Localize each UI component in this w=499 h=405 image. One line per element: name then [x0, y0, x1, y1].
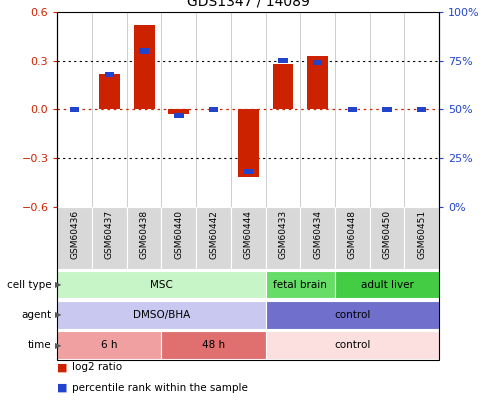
Bar — [209, 107, 218, 112]
Text: adult liver: adult liver — [361, 279, 414, 290]
Text: GSM60433: GSM60433 — [278, 210, 287, 259]
Text: GSM60437: GSM60437 — [105, 210, 114, 259]
Bar — [70, 107, 79, 112]
Bar — [404, 207, 439, 269]
Text: control: control — [334, 310, 371, 320]
Bar — [265, 331, 439, 359]
Text: ■: ■ — [57, 362, 68, 373]
Bar — [57, 331, 162, 359]
Bar — [57, 271, 265, 298]
Bar — [278, 58, 287, 63]
Bar — [313, 60, 322, 65]
Bar — [244, 169, 253, 174]
Text: cell type: cell type — [7, 279, 51, 290]
Bar — [348, 107, 357, 112]
Text: GSM60450: GSM60450 — [383, 210, 392, 259]
Bar — [307, 56, 328, 109]
Bar — [162, 331, 265, 359]
Bar — [370, 207, 404, 269]
Bar — [265, 301, 439, 329]
Text: GSM60440: GSM60440 — [174, 210, 183, 259]
Bar — [169, 109, 189, 114]
Text: control: control — [334, 340, 371, 350]
Bar — [335, 271, 439, 298]
Text: ▶: ▶ — [55, 341, 62, 350]
Text: time: time — [28, 340, 51, 350]
Text: GSM60438: GSM60438 — [140, 210, 149, 259]
Bar — [265, 271, 335, 298]
Text: MSC: MSC — [150, 279, 173, 290]
Bar — [127, 207, 162, 269]
Bar — [92, 207, 127, 269]
Text: GSM60442: GSM60442 — [209, 210, 218, 258]
Bar — [265, 207, 300, 269]
Text: 48 h: 48 h — [202, 340, 225, 350]
Bar — [57, 301, 265, 329]
Text: log2 ratio: log2 ratio — [72, 362, 122, 373]
Bar — [196, 207, 231, 269]
Text: GSM60444: GSM60444 — [244, 210, 253, 258]
Bar — [231, 207, 265, 269]
Text: GSM60448: GSM60448 — [348, 210, 357, 259]
Bar — [139, 49, 149, 53]
Text: agent: agent — [21, 310, 51, 320]
Bar — [300, 207, 335, 269]
Bar — [57, 207, 92, 269]
Text: 6 h: 6 h — [101, 340, 118, 350]
Bar — [162, 207, 196, 269]
Text: DMSO/BHA: DMSO/BHA — [133, 310, 190, 320]
Text: GSM60451: GSM60451 — [417, 210, 426, 259]
Bar — [99, 74, 120, 109]
Bar — [134, 25, 155, 109]
Bar — [174, 113, 184, 118]
Bar — [238, 109, 258, 177]
Text: fetal brain: fetal brain — [273, 279, 327, 290]
Text: GSM60436: GSM60436 — [70, 210, 79, 259]
Text: ▶: ▶ — [55, 310, 62, 320]
Text: ▶: ▶ — [55, 280, 62, 289]
Bar — [105, 72, 114, 77]
Text: ■: ■ — [57, 383, 68, 393]
Text: percentile rank within the sample: percentile rank within the sample — [72, 383, 248, 393]
Bar — [335, 207, 370, 269]
Bar — [272, 64, 293, 109]
Bar — [417, 107, 427, 112]
Bar — [382, 107, 392, 112]
Title: GDS1347 / 14089: GDS1347 / 14089 — [187, 0, 310, 8]
Text: GSM60434: GSM60434 — [313, 210, 322, 259]
